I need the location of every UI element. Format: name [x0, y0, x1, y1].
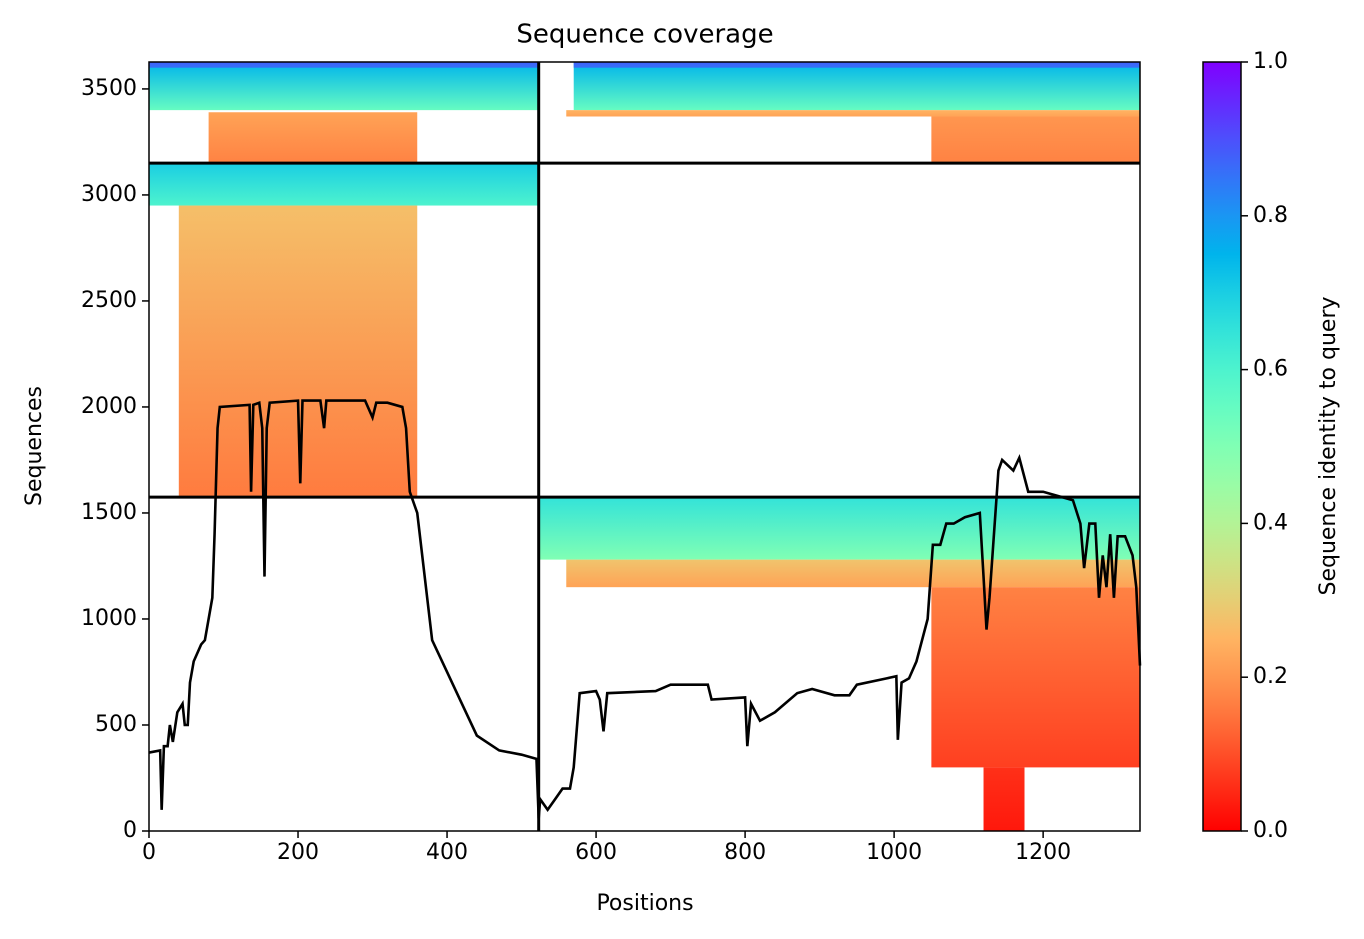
coverage-block	[566, 110, 1140, 117]
x-tick-label: 800	[724, 840, 766, 865]
y-tick-label: 3000	[81, 182, 137, 207]
x-tick-label: 0	[142, 840, 156, 865]
y-tick-label: 1000	[81, 606, 137, 631]
colorbar-tick-label: 0.6	[1253, 357, 1288, 382]
coverage-block	[149, 62, 539, 68]
colorbar-tick-label: 1.0	[1253, 49, 1288, 74]
colorbar-tick-label: 0.8	[1253, 203, 1288, 228]
colorbar-label: Sequence identity to query	[1316, 296, 1341, 595]
x-tick-label: 400	[426, 840, 468, 865]
coverage-block	[931, 587, 1140, 768]
chart-title: Sequence coverage	[516, 20, 773, 50]
x-tick-label: 200	[277, 840, 319, 865]
x-tick-label: 1200	[1015, 840, 1071, 865]
colorbar-tick-label: 0.0	[1253, 818, 1288, 843]
coverage-block	[208, 112, 418, 164]
colorbar-tick-label: 0.2	[1253, 664, 1288, 689]
y-tick-label: 1500	[81, 500, 137, 525]
plot-frame	[148, 61, 1141, 832]
y-tick-label: 2000	[81, 394, 137, 419]
y-tick-label: 2500	[81, 288, 137, 313]
y-tick-label: 3500	[81, 76, 137, 101]
x-tick-label: 1000	[866, 840, 922, 865]
colorbar-tick-label: 0.4	[1253, 510, 1288, 535]
coverage-block	[573, 62, 1140, 68]
coverage-block	[566, 559, 1140, 588]
coverage-block	[178, 205, 418, 498]
coverage-block	[149, 163, 539, 206]
x-tick-label: 600	[575, 840, 617, 865]
coverage-block	[983, 767, 1025, 831]
y-axis-label: Sequences	[22, 386, 47, 506]
coverage-line	[148, 399, 1142, 819]
y-tick-label: 500	[95, 712, 137, 737]
coverage-block	[573, 62, 1140, 111]
y-tick-label: 0	[123, 818, 137, 843]
colorbar	[1202, 61, 1242, 832]
coverage-block	[149, 62, 539, 111]
coverage-block	[931, 116, 1140, 164]
coverage-block	[538, 497, 1140, 560]
x-axis-label: Positions	[596, 891, 693, 916]
